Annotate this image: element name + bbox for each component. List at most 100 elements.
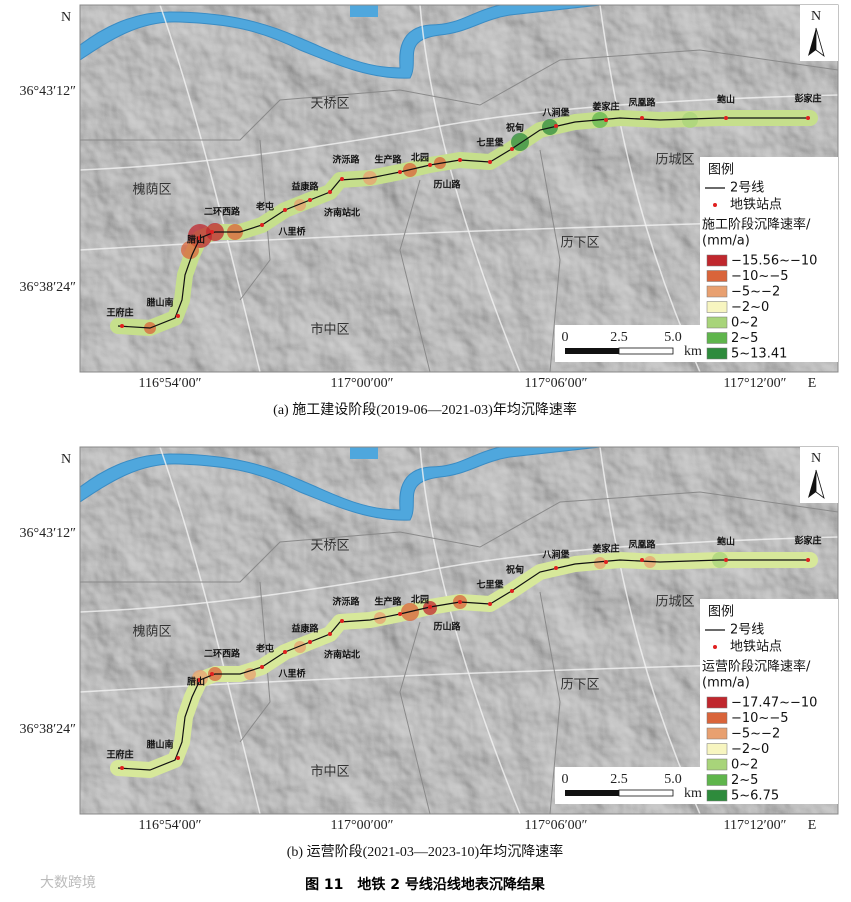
scale-bar-black <box>565 348 619 354</box>
north-label: N <box>61 10 71 25</box>
station-label: 鲍山 <box>717 536 735 548</box>
district-label: 市中区 <box>310 764 349 780</box>
scale-label: 2.5 <box>610 772 628 787</box>
road <box>159 447 261 814</box>
station-dot <box>488 160 492 164</box>
legend-station-label: 地铁站点 <box>730 640 782 655</box>
legend-class-label: −2~0 <box>731 300 769 315</box>
north-label: N <box>61 452 71 467</box>
river <box>80 447 601 521</box>
station-dot <box>328 190 332 194</box>
station-dot <box>458 600 462 604</box>
lat-label: 36°38′24″ <box>20 722 77 737</box>
station-label: 益康路 <box>291 181 319 193</box>
legend-swatch <box>706 712 728 724</box>
lat-label: 36°38′24″ <box>20 280 77 295</box>
station-dot <box>197 236 201 240</box>
station-dot <box>328 632 332 636</box>
station-dot <box>398 170 402 174</box>
station-dot <box>640 558 644 562</box>
district-boundary <box>239 581 271 743</box>
legend-swatch <box>706 332 728 344</box>
district-label: 槐荫区 <box>132 624 171 640</box>
legend-swatch <box>706 347 728 360</box>
station-dot <box>554 566 558 570</box>
legend-line-label: 2号线 <box>730 181 764 196</box>
station-dot <box>604 118 608 122</box>
station-dot <box>554 124 558 128</box>
district-boundary <box>539 149 561 372</box>
scale-unit: km <box>684 344 702 359</box>
station-label: 北园 <box>411 152 429 164</box>
rate-patch <box>192 670 208 686</box>
road <box>419 447 521 814</box>
station-dot <box>510 147 514 151</box>
lake <box>350 447 378 459</box>
legend-class-label: −17.47~−10 <box>731 696 817 711</box>
station-label: 祝甸 <box>506 122 524 134</box>
figure-caption: 图 11 地铁 2 号线沿线地表沉降结果 <box>305 876 546 893</box>
station-label: 二环西路 <box>204 648 241 660</box>
road <box>80 536 838 613</box>
station-dot <box>458 158 462 162</box>
district-label: 天桥区 <box>310 97 349 112</box>
lon-label: 117°06′00″ <box>525 376 588 391</box>
station-label: 济南站北 <box>324 649 360 661</box>
station-label: 七里堡 <box>476 137 503 149</box>
station-dot <box>308 198 312 202</box>
legend-swatch <box>706 696 728 709</box>
station-label: 彭家庄 <box>794 535 821 547</box>
road <box>80 94 838 171</box>
legend-line-label: 2号线 <box>730 623 764 638</box>
legend-class-label: −15.56~−10 <box>731 254 817 269</box>
station-dot <box>510 589 514 593</box>
north-arrow-label: N <box>811 451 821 466</box>
district-label: 历城区 <box>655 595 694 610</box>
station-label: 八里桥 <box>277 668 306 680</box>
north-arrow <box>815 27 825 58</box>
station-label: 济泺路 <box>332 154 360 166</box>
east-label: E <box>808 818 817 833</box>
scale-label: 5.0 <box>664 330 682 345</box>
lon-label: 117°00′00″ <box>331 818 394 833</box>
station-label: 王府庄 <box>106 749 133 761</box>
district-boundary <box>80 491 838 583</box>
rate-patch <box>542 119 558 135</box>
station-dot <box>428 605 432 609</box>
scale-bar-white <box>618 347 674 355</box>
district-label: 历城区 <box>655 153 694 168</box>
lon-label: 116°54′00″ <box>139 376 202 391</box>
station-label: 腊山南 <box>146 739 173 751</box>
station-dot <box>806 116 810 120</box>
legend-class-label: −10~−5 <box>731 269 789 284</box>
district-label: 槐荫区 <box>132 182 171 198</box>
station-label: 腊山 <box>187 234 205 246</box>
legend-swatch <box>706 270 728 282</box>
station-dot <box>398 612 402 616</box>
rate-patch <box>594 557 606 569</box>
scale-box <box>555 325 700 362</box>
road <box>80 661 838 693</box>
north-arrow <box>808 28 816 56</box>
station-label: 八涧堡 <box>541 107 569 119</box>
metro-line <box>117 559 810 771</box>
legend-class-label: −10~−5 <box>731 711 789 726</box>
legend-class-label: 2~5 <box>731 773 758 788</box>
station-dot <box>176 756 180 760</box>
north-arrow <box>808 470 816 498</box>
station-label: 生产路 <box>374 596 402 608</box>
scale-label: 0 <box>562 330 569 345</box>
station-label: 鲍山 <box>717 94 735 106</box>
rate-patch <box>244 668 256 680</box>
station-dot <box>724 558 728 562</box>
station-label: 老屯 <box>255 201 274 213</box>
lon-label: 117°00′00″ <box>331 376 394 391</box>
station-label: 凤凰路 <box>628 97 656 109</box>
legend-swatch <box>706 727 728 740</box>
lon-label: 116°54′00″ <box>139 818 202 833</box>
scale-label: 2.5 <box>610 330 628 345</box>
rate-patch <box>682 112 698 128</box>
scale-label: 5.0 <box>664 772 682 787</box>
station-label: 姜家庄 <box>592 543 619 555</box>
